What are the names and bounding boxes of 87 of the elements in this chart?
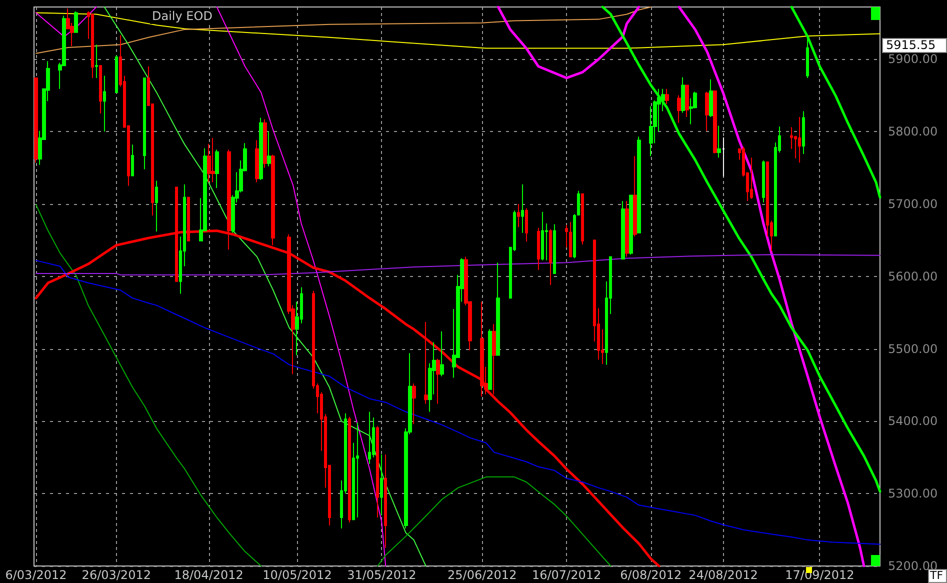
candlestick bbox=[211, 138, 215, 183]
candlestick bbox=[762, 160, 765, 204]
candlestick bbox=[91, 14, 94, 78]
candlestick bbox=[103, 75, 106, 132]
y-tick-label: 5900.00 bbox=[888, 52, 938, 66]
candlestick bbox=[629, 194, 633, 256]
candlestick bbox=[633, 156, 637, 238]
candlestick bbox=[99, 65, 102, 114]
y-tick-label: 5800.00 bbox=[888, 124, 938, 139]
x-tick-label: 24/08/2012 bbox=[688, 568, 758, 582]
candlestick bbox=[412, 383, 416, 425]
text: TF bbox=[929, 569, 944, 582]
candlestick bbox=[348, 416, 351, 524]
candlestick bbox=[798, 116, 801, 164]
chart-title: Daily EOD bbox=[152, 9, 212, 23]
candlestick bbox=[34, 77, 38, 164]
y-tick-label: 5300.00 bbox=[888, 486, 938, 501]
candlestick bbox=[553, 224, 556, 274]
candlestick bbox=[131, 144, 134, 176]
x-tick-label: 26/03/2012 bbox=[82, 568, 151, 582]
candlestick bbox=[713, 90, 717, 154]
candlestick bbox=[376, 426, 379, 518]
candlestick bbox=[569, 222, 572, 258]
x-tick-label: 25/06/2012 bbox=[448, 568, 517, 582]
y-tick-label: 5700.00 bbox=[888, 196, 938, 211]
candlestick bbox=[750, 157, 753, 200]
text: 5915.55 bbox=[886, 38, 936, 52]
candlestick bbox=[488, 328, 492, 390]
candlestick bbox=[259, 117, 263, 181]
candlestick bbox=[263, 118, 267, 168]
candlestick bbox=[709, 78, 713, 118]
candlestick bbox=[705, 91, 709, 132]
candlestick bbox=[380, 454, 383, 516]
candlestick bbox=[637, 136, 641, 234]
candlestick bbox=[581, 193, 584, 246]
candlestick bbox=[492, 324, 496, 395]
line-series bbox=[104, 6, 426, 566]
candlestick bbox=[677, 94, 681, 124]
y-tick-label: 5400.00 bbox=[888, 414, 938, 428]
candlestick bbox=[802, 110, 805, 154]
x-tick-label: 16/07/2012 bbox=[532, 568, 602, 582]
x-tick-label: 18/04/2012 bbox=[174, 568, 244, 582]
candlestick bbox=[384, 454, 387, 548]
candlestick bbox=[681, 76, 685, 114]
line-series bbox=[36, 6, 652, 54]
candlestick bbox=[115, 55, 118, 93]
line-series bbox=[36, 204, 262, 566]
candlestick bbox=[525, 208, 528, 242]
x-tick-label: 6/03/2012 bbox=[5, 568, 67, 582]
line-series bbox=[377, 476, 612, 566]
line-series bbox=[36, 12, 880, 49]
candlestick bbox=[368, 411, 371, 464]
candlestick bbox=[517, 203, 520, 228]
x-tick-label: 31/05/2012 bbox=[347, 568, 416, 582]
candlestick bbox=[541, 211, 544, 261]
line-series bbox=[36, 260, 880, 545]
candlestick bbox=[625, 200, 629, 258]
line-series bbox=[790, 6, 882, 199]
candlestick bbox=[806, 36, 809, 78]
candlestick bbox=[215, 149, 219, 189]
candlestick bbox=[685, 84, 689, 118]
y-tick-label: 5600.00 bbox=[888, 269, 938, 284]
candlestick bbox=[537, 227, 540, 270]
x-tick-label: 6/08/2012 bbox=[620, 568, 682, 582]
candlestick bbox=[621, 200, 625, 260]
x-tick-label: 10/05/2012 bbox=[262, 568, 332, 582]
candlestick bbox=[440, 330, 444, 377]
x-tick-label: 17/09/2012 bbox=[785, 568, 854, 582]
candlestick bbox=[717, 125, 721, 158]
y-tick-label: 5500.00 bbox=[888, 342, 938, 356]
candlestick bbox=[95, 44, 98, 78]
line-series bbox=[601, 6, 882, 493]
candlestick bbox=[267, 131, 271, 167]
line-series bbox=[36, 254, 880, 276]
candlestick bbox=[496, 262, 500, 356]
candlestick bbox=[665, 88, 669, 105]
candlestick bbox=[356, 422, 359, 518]
candlestick bbox=[155, 180, 158, 232]
candlestick bbox=[521, 184, 524, 234]
candlestick bbox=[722, 136, 725, 177]
candlestick bbox=[143, 77, 146, 170]
candlestick bbox=[255, 140, 259, 183]
candlestick bbox=[424, 321, 428, 404]
candlestick bbox=[74, 10, 78, 33]
candlestick bbox=[549, 228, 552, 286]
candlestick bbox=[480, 301, 484, 398]
candlestick bbox=[436, 358, 440, 404]
